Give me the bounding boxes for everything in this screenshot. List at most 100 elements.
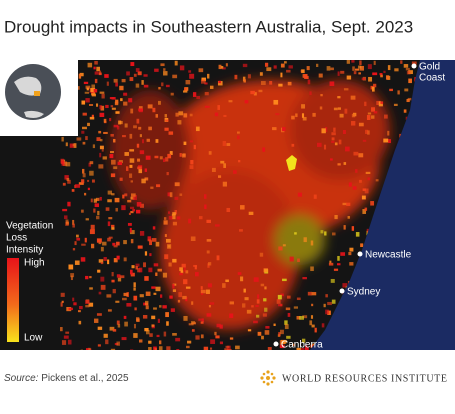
speckle [189,73,195,79]
speckle [297,192,302,197]
speckle [111,272,114,277]
speckle [121,337,127,341]
speckle [220,160,225,164]
speckle [134,307,137,311]
speckle [352,66,355,71]
speckle [151,286,156,289]
speckle [264,286,267,290]
speckle [110,173,116,178]
speckle [179,272,183,276]
speckle [243,79,246,83]
speckle [195,126,200,132]
speckle [103,333,108,338]
speckle [204,82,208,85]
speckle [355,232,360,237]
speckle [278,83,283,87]
speckle [189,113,193,117]
speckle [334,214,338,220]
speckle [337,163,341,166]
speckle [387,130,390,136]
speckle [256,314,260,318]
speckle [194,272,199,277]
speckle [77,310,81,313]
speckle [157,100,161,105]
speckle [109,326,115,331]
speckle [114,101,119,106]
speckle [250,90,255,95]
speckle [368,76,373,82]
speckle [343,88,349,91]
speckle [237,272,242,275]
speckle [366,228,370,233]
speckle [207,283,212,288]
title: Drought impacts in Southeastern Australi… [4,17,413,36]
speckle [214,331,217,336]
speckle [65,221,69,225]
speckle [371,115,375,119]
speckle [75,184,81,188]
speckle [144,276,149,281]
speckle [153,263,159,267]
speckle [116,255,120,260]
speckle [130,180,134,183]
speckle [133,282,136,287]
speckle [353,151,359,156]
speckle [93,208,96,213]
speckle [61,161,65,166]
speckle [112,242,116,246]
speckle [116,241,120,246]
speckle [129,164,133,168]
speckle [89,103,94,107]
speckle [358,122,364,127]
speckle [78,182,84,185]
speckle [302,116,307,121]
speckle [99,91,105,94]
speckle [72,219,75,225]
speckle [124,193,128,197]
speckle [107,309,112,312]
speckle [93,66,96,70]
speckle [334,142,338,146]
speckle [138,339,143,343]
speckle [82,168,85,174]
speckle [361,77,366,81]
speckle [264,307,268,312]
legend-low: Low [24,333,43,344]
speckle [154,155,159,159]
speckle [130,196,135,200]
speckle [262,147,266,152]
speckle [349,247,354,252]
speckle [206,219,211,223]
speckle [65,142,68,147]
speckle [152,107,156,113]
speckle [380,74,383,78]
speckle [167,244,172,249]
speckle [164,114,167,118]
speckle [175,337,181,342]
speckle [149,253,152,257]
speckle [282,244,286,247]
speckle [280,72,283,78]
speckle [284,324,289,330]
speckle [166,321,169,326]
speckle [216,255,220,261]
speckle [405,67,410,71]
speckle [129,173,133,178]
speckle [142,315,148,319]
speckle [96,313,102,316]
speckle [163,220,168,225]
speckle [280,63,285,68]
speckle [358,72,361,75]
speckle [114,197,120,203]
speckle [225,279,229,283]
speckle [301,347,305,350]
speckle [358,153,364,158]
speckle [129,149,135,152]
speckle [167,211,171,214]
speckle [123,257,127,262]
speckle [163,68,166,71]
speckle [94,203,100,208]
source-text: Pickens et al., 2025 [41,373,129,384]
speckle [193,144,196,150]
